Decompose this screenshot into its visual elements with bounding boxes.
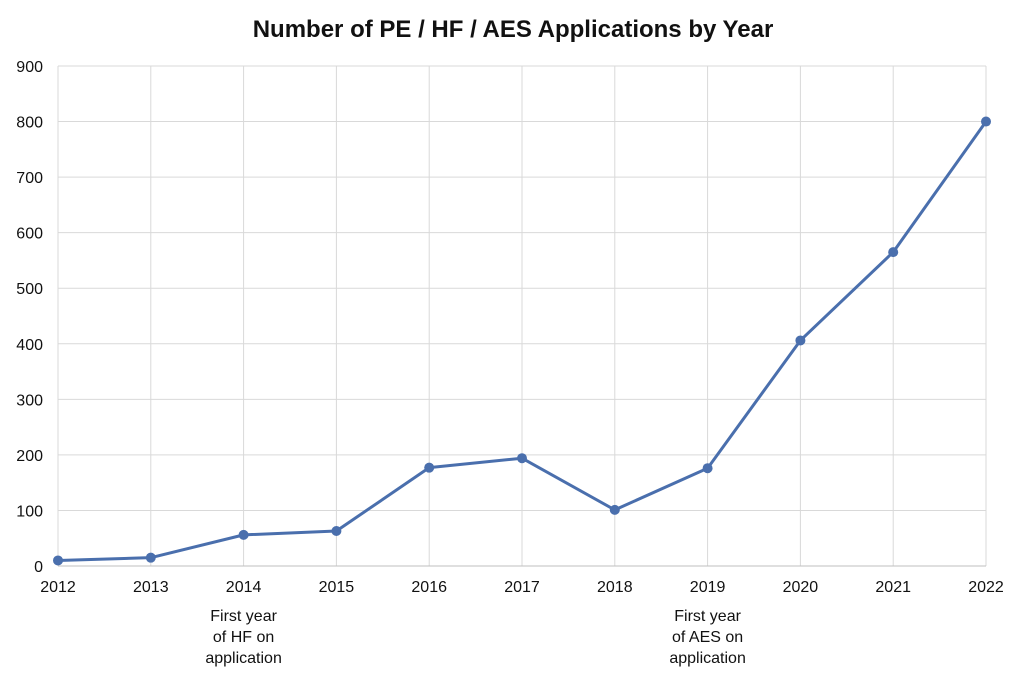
data-point — [331, 526, 342, 536]
x-tick-label: 2017 — [504, 579, 540, 596]
x-tick-label: 2016 — [411, 579, 447, 596]
x-tick-label: 2021 — [875, 579, 911, 596]
y-tick-label: 300 — [16, 392, 43, 409]
y-tick-label: 600 — [16, 226, 43, 243]
x-tick-label: 2019 — [690, 579, 726, 596]
y-axis-tick-labels: 0 100 200 300 400 500 600 700 800 900 — [16, 59, 43, 576]
x-tick-label: 2015 — [319, 579, 355, 596]
data-point — [609, 504, 620, 515]
series-layer — [53, 116, 991, 566]
annotation-text: First year — [674, 608, 741, 625]
x-tick-label: 2018 — [597, 579, 633, 596]
x-axis-tick-labels: 2012 2013 2014 2015 2016 2017 2018 2019 2020 2021… — [40, 579, 1004, 596]
data-point — [238, 529, 249, 540]
x-tick-label: 2012 — [40, 579, 76, 596]
annotation-text: First year — [210, 608, 277, 625]
data-point — [53, 555, 63, 566]
data-point — [888, 247, 899, 258]
y-tick-label: 400 — [16, 337, 43, 354]
grid-lines — [57, 65, 987, 566]
annotation-text: application — [669, 650, 746, 667]
y-tick-label: 0 — [34, 559, 43, 576]
data-point — [702, 463, 713, 474]
chart-title: Number of PE / HF / AES Applications by … — [253, 16, 774, 43]
y-tick-label: 800 — [16, 115, 43, 132]
y-tick-label: 700 — [16, 170, 43, 187]
y-tick-label: 900 — [16, 59, 43, 76]
x-tick-label: 2014 — [226, 579, 262, 596]
x-tick-label: 2020 — [783, 579, 819, 596]
data-point — [795, 335, 806, 346]
y-tick-label: 500 — [16, 281, 43, 298]
x-tick-label: 2022 — [968, 579, 1004, 596]
y-tick-label: 200 — [16, 448, 43, 465]
data-point — [981, 116, 991, 127]
x-tick-label: 2013 — [133, 579, 169, 596]
data-point — [517, 453, 527, 464]
annotations: First year of HF on application First year o… — [205, 608, 746, 667]
annotation-text: of AES on — [672, 629, 743, 646]
y-tick-label: 100 — [16, 503, 43, 520]
annotation-text: application — [205, 650, 282, 667]
annotation-text: of HF on — [213, 629, 274, 646]
data-point — [424, 462, 435, 473]
data-point — [145, 552, 156, 563]
